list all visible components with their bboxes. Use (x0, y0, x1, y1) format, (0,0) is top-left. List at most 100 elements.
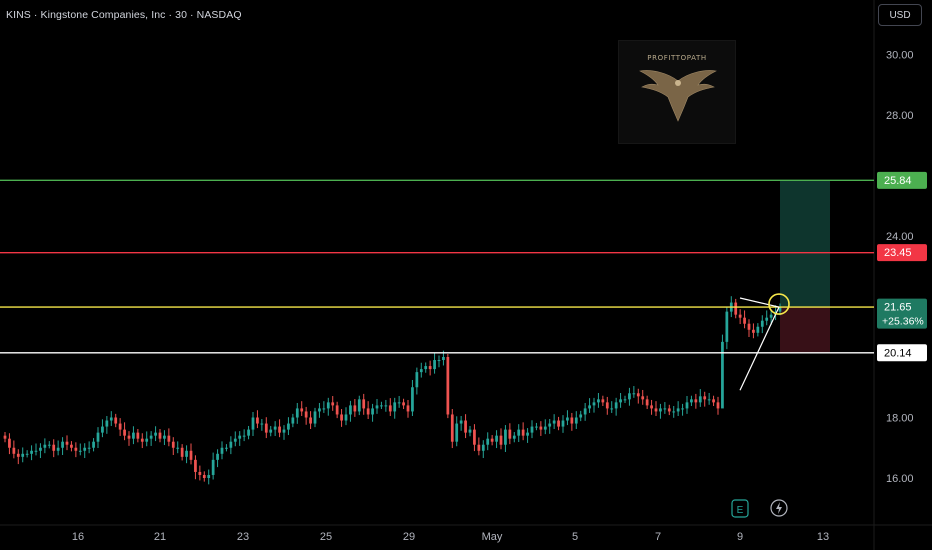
candle-body (397, 402, 401, 404)
lightning-icon[interactable] (770, 499, 788, 517)
circle-annotation[interactable] (768, 293, 790, 315)
candle-body (406, 405, 410, 412)
candle-body (614, 402, 618, 409)
candle-body (721, 341, 724, 409)
candle-body (3, 435, 7, 439)
currency-button[interactable]: USD (878, 4, 922, 26)
candle-body (566, 417, 569, 421)
candle-body (415, 372, 419, 388)
candle-body (140, 438, 144, 442)
candle-body (623, 399, 627, 401)
candle-body (574, 417, 578, 424)
candle-body (30, 450, 33, 454)
candle-body (756, 326, 760, 333)
candle-body (282, 429, 286, 433)
candle-body (25, 453, 29, 455)
y-tick-label: 24.00 (886, 231, 914, 243)
x-tick-label: May (482, 531, 503, 543)
candle-body (220, 447, 224, 454)
candle-body (92, 441, 95, 448)
candle-body (411, 387, 414, 412)
candle-body (233, 438, 237, 442)
candle-body (473, 429, 476, 445)
candle-body (52, 444, 56, 451)
candle-body (247, 429, 250, 436)
candle-body (105, 420, 109, 427)
lightning-bolt (776, 502, 782, 514)
candle-body (384, 405, 388, 407)
price-label-text-entry: 21.65 (884, 302, 912, 314)
candle-body (490, 438, 494, 442)
candle-body (278, 426, 281, 433)
candle-body (481, 444, 485, 451)
candle-body (526, 432, 529, 436)
candle-body (650, 405, 653, 409)
candle-body (632, 393, 636, 395)
candle-body (127, 435, 131, 439)
candle-body (437, 360, 441, 362)
candle-body (300, 408, 304, 412)
candle-body (207, 474, 211, 478)
candle-body (583, 408, 587, 415)
price-label-stop (877, 244, 927, 262)
candle-body (260, 423, 264, 425)
candle-body (39, 447, 42, 451)
price-label-text-stop: 23.45 (884, 247, 912, 259)
candle-body (229, 441, 233, 448)
earnings-e-icon[interactable] (731, 499, 749, 518)
candle-body (521, 429, 525, 436)
x-tick-label: 25 (320, 531, 332, 543)
candle-body (738, 314, 742, 318)
trendline-1[interactable] (739, 306, 780, 391)
candle-body (211, 459, 215, 475)
candle-body (335, 405, 339, 415)
candle-body (690, 399, 693, 403)
candle-body (752, 329, 755, 333)
x-tick-label: 5 (572, 531, 578, 543)
candle-body (242, 435, 246, 437)
candle-body (101, 426, 104, 433)
candle-body (132, 432, 135, 439)
candle-body (16, 453, 20, 457)
candle-body (672, 411, 676, 413)
candle-body (641, 396, 645, 400)
candle-body (340, 414, 343, 421)
candle-body (495, 435, 498, 442)
trendline-2[interactable] (739, 297, 780, 308)
candle-body (74, 447, 78, 451)
candle-body (371, 408, 374, 415)
candle-body (149, 435, 153, 439)
candle-body (419, 369, 423, 373)
candle-body (393, 402, 397, 412)
candle-body (65, 441, 69, 445)
candle-body (118, 423, 122, 430)
candle-body (659, 408, 662, 412)
candle-body (264, 423, 268, 433)
candle-body (291, 417, 295, 424)
candle-body (176, 447, 180, 449)
candle-body (198, 471, 202, 475)
candle-body (251, 417, 255, 430)
x-tick-label: 21 (154, 531, 166, 543)
candle-body (163, 435, 166, 439)
candle-body (8, 438, 11, 448)
price-label-text-support: 20.14 (884, 347, 912, 359)
candle-body (287, 423, 290, 430)
y-tick-label: 28.00 (886, 110, 914, 122)
candle-body (388, 405, 392, 412)
candle-body (579, 414, 583, 418)
y-tick-label: 18.00 (886, 413, 914, 425)
candle-body (588, 405, 591, 409)
candle-body (725, 311, 729, 342)
candle-body (180, 447, 184, 457)
candle-body (428, 366, 432, 370)
candle-body (486, 438, 490, 445)
candle-body (273, 426, 277, 430)
candle-body (318, 408, 321, 412)
candle-body (654, 408, 658, 412)
candle-body (743, 317, 746, 324)
candle-body (450, 414, 454, 442)
candle-body (769, 314, 773, 318)
x-tick-label: 23 (237, 531, 249, 543)
